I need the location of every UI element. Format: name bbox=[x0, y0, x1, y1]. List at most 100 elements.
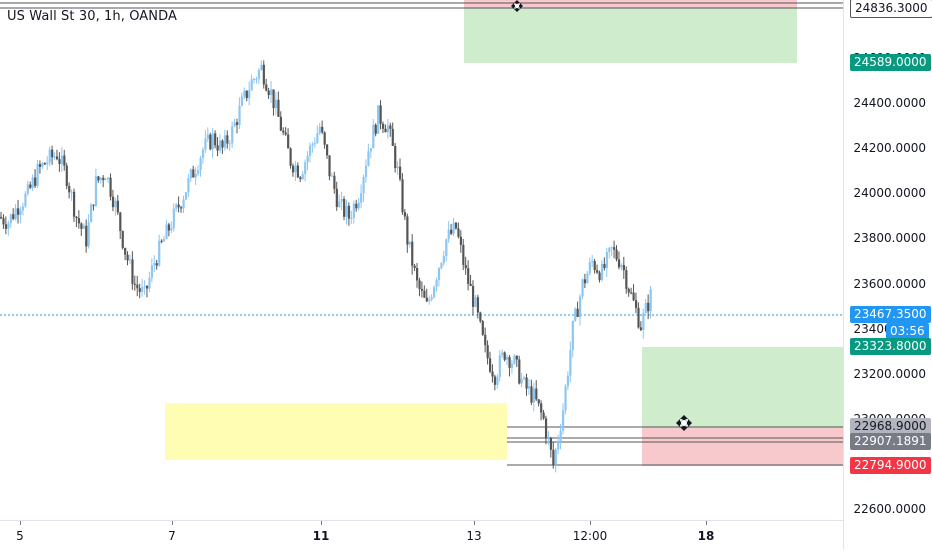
time-tick-label: 7 bbox=[168, 529, 176, 543]
top-target-badge: 24589.0000 bbox=[850, 54, 931, 71]
bottom-target-zone[interactable] bbox=[642, 347, 843, 427]
candle-body bbox=[464, 264, 467, 269]
candle-body bbox=[107, 177, 110, 180]
candle-body bbox=[24, 193, 27, 207]
candle-body bbox=[267, 90, 270, 96]
candle-body bbox=[408, 241, 411, 245]
candle-body bbox=[41, 163, 44, 167]
candle-body bbox=[116, 200, 119, 213]
candle-body bbox=[649, 289, 652, 312]
candle-body bbox=[231, 126, 234, 144]
candle-body bbox=[406, 216, 409, 245]
candle-body bbox=[411, 241, 414, 266]
candle-body bbox=[425, 297, 428, 302]
candle-body bbox=[367, 151, 370, 166]
chart-pane[interactable]: US Wall St 30, 1h, OANDA bbox=[0, 0, 843, 520]
price-axis[interactable]: 24800.000024600.000024400.000024200.0000… bbox=[843, 0, 932, 550]
time-tick-mark bbox=[20, 521, 21, 525]
candle-body bbox=[552, 449, 555, 465]
candle-body bbox=[459, 236, 463, 245]
candle-body bbox=[352, 203, 355, 218]
candle-body bbox=[476, 297, 480, 313]
candle-body bbox=[381, 123, 385, 129]
candle-body bbox=[75, 216, 78, 219]
candle-body bbox=[111, 196, 115, 208]
bottom-stop-zone[interactable] bbox=[642, 427, 843, 466]
candle-body bbox=[360, 193, 363, 203]
candle-body bbox=[131, 259, 134, 284]
candle-body bbox=[479, 312, 482, 322]
candle-body bbox=[38, 164, 42, 167]
candle-body bbox=[233, 122, 236, 127]
candle-body bbox=[216, 145, 219, 151]
candle-body bbox=[345, 205, 348, 217]
candle-body bbox=[527, 386, 531, 389]
candle-body bbox=[503, 352, 506, 360]
top-stop-zone[interactable] bbox=[464, 0, 797, 8]
candle-body bbox=[579, 296, 582, 317]
candle-body bbox=[600, 263, 604, 281]
candle-body bbox=[620, 265, 623, 268]
price-chart[interactable] bbox=[0, 0, 843, 520]
candle-body bbox=[165, 224, 168, 239]
candle-body bbox=[14, 208, 17, 219]
candle-body bbox=[416, 267, 419, 281]
candle-body bbox=[60, 155, 64, 165]
time-tick-mark bbox=[474, 521, 475, 525]
candle-body bbox=[63, 155, 66, 166]
support-zone-rectangle[interactable] bbox=[165, 403, 507, 460]
candle-body bbox=[625, 270, 628, 289]
price-tick-label: 23200.0000 bbox=[853, 366, 926, 381]
candle-body bbox=[172, 208, 175, 228]
candle-body bbox=[622, 265, 626, 271]
candle-body bbox=[644, 302, 647, 314]
candle-body bbox=[82, 225, 85, 229]
candle-body bbox=[510, 363, 514, 368]
candle-body bbox=[418, 280, 421, 289]
candle-body bbox=[515, 355, 518, 360]
candle-body bbox=[498, 355, 501, 377]
crosshair-move-icon[interactable] bbox=[511, 0, 523, 12]
candle-body bbox=[287, 134, 290, 149]
candle-body bbox=[114, 200, 117, 208]
candle-body bbox=[506, 357, 509, 360]
price-tick-label: 24200.0000 bbox=[853, 141, 926, 156]
candle-body bbox=[43, 163, 46, 165]
candle-body bbox=[155, 263, 158, 266]
candle-body bbox=[518, 359, 521, 384]
candle-body bbox=[240, 96, 244, 106]
candle-body bbox=[605, 252, 608, 269]
candle-body bbox=[598, 272, 601, 281]
candle-body bbox=[201, 149, 205, 159]
candle-body bbox=[581, 279, 584, 297]
candle-body bbox=[428, 299, 431, 302]
time-axis[interactable]: 5 7 11 13 12:00 18 bbox=[0, 520, 843, 551]
price-tick-label: 23800.0000 bbox=[853, 231, 926, 246]
candle-body bbox=[153, 263, 156, 266]
candle-body bbox=[282, 130, 285, 133]
candle-body bbox=[221, 140, 224, 148]
candle-body bbox=[126, 254, 129, 261]
candle-body bbox=[26, 184, 29, 194]
candle-body bbox=[634, 300, 638, 308]
candle-body bbox=[228, 143, 231, 145]
crosshair-move-icon[interactable] bbox=[676, 415, 692, 431]
candle-body bbox=[31, 177, 34, 188]
candle-body bbox=[68, 185, 71, 193]
candle-body bbox=[257, 70, 261, 79]
time-tick-mark bbox=[321, 521, 322, 525]
candle-body bbox=[194, 173, 197, 178]
candle-body bbox=[299, 177, 302, 180]
candle-body bbox=[452, 222, 455, 234]
candle-body bbox=[357, 202, 360, 209]
top-target-zone[interactable] bbox=[464, 8, 797, 63]
candle-body bbox=[394, 145, 397, 169]
candle-body bbox=[328, 155, 331, 177]
candle-body bbox=[160, 240, 163, 242]
candle-body bbox=[80, 223, 83, 229]
candle-body bbox=[467, 268, 470, 284]
candle-body bbox=[245, 90, 248, 99]
candle-body bbox=[187, 178, 190, 193]
candle-body bbox=[99, 177, 102, 181]
candle-body bbox=[489, 358, 492, 372]
